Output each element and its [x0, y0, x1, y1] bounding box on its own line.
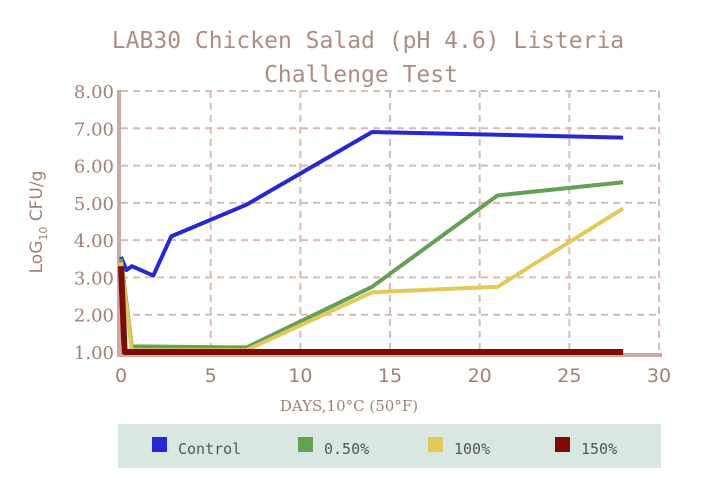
x-tick-label: 25 — [557, 365, 581, 387]
x-tick-label: 5 — [205, 365, 217, 387]
y-tick-label: 1.00 — [74, 343, 114, 364]
y-axis-ticks: 1.00 2.00 3.00 4.00 5.00 6.00 7.00 8.00 — [74, 82, 114, 364]
legend-label: 150% — [581, 440, 617, 458]
legend-swatch — [298, 437, 313, 452]
chart-title-line2: Challenge Test — [264, 62, 458, 88]
y-axis-label-suffix: CFU/g — [27, 171, 47, 227]
chart-title-line1: LAB30 Chicken Salad (pH 4.6) Listeria — [112, 28, 624, 54]
legend-swatch — [152, 437, 167, 452]
series-group — [118, 130, 625, 355]
y-tick-label: 2.00 — [74, 306, 114, 327]
series-line-1 — [119, 130, 624, 278]
y-tick-label: 3.00 — [74, 268, 114, 289]
y-axis-label-prefix: LoG — [27, 241, 47, 274]
x-tick-label: 20 — [468, 365, 492, 387]
legend-swatch — [555, 437, 570, 452]
x-tick-label: 30 — [647, 365, 671, 387]
x-tick-label: 0 — [115, 365, 127, 387]
y-tick-label: 4.00 — [74, 231, 114, 252]
legend-label: Control — [178, 440, 241, 458]
grid — [121, 90, 660, 352]
y-tick-label: 5.00 — [74, 194, 114, 215]
legend: Control 0.50% 100% 150% — [152, 437, 617, 458]
y-tick-label: 6.00 — [74, 157, 114, 178]
y-tick-label: 7.00 — [74, 119, 114, 140]
legend-box — [118, 424, 661, 468]
legend-label: 100% — [454, 440, 490, 458]
x-axis-ticks: 0 5 10 15 20 25 30 — [115, 365, 671, 387]
y-tick-label: 8.00 — [74, 82, 114, 103]
y-axis-label: LoG10 CFU/g — [27, 171, 50, 274]
y-axis-label-sub: 10 — [37, 227, 50, 241]
series-line-3 — [119, 206, 625, 353]
legend-label: 0.50% — [324, 440, 369, 458]
x-tick-label: 10 — [288, 365, 312, 387]
x-axis-label: DAYS,10°C (50°F) — [280, 397, 418, 415]
x-tick-label: 15 — [378, 365, 402, 387]
series-line-4 — [118, 266, 624, 355]
series-line-2 — [119, 180, 624, 350]
legend-swatch — [428, 437, 443, 452]
